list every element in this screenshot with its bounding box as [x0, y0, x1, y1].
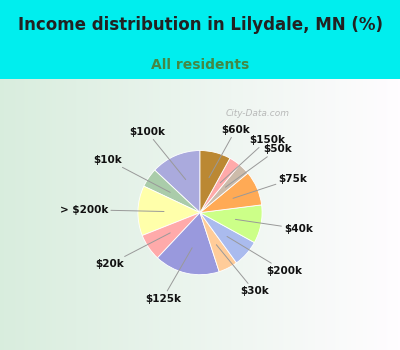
Text: City-Data.com: City-Data.com [225, 109, 289, 118]
Wedge shape [144, 170, 200, 212]
Wedge shape [200, 150, 230, 212]
Text: $50k: $50k [226, 144, 292, 187]
Wedge shape [200, 158, 240, 212]
Text: $30k: $30k [216, 245, 269, 296]
Wedge shape [200, 173, 262, 212]
Text: $10k: $10k [93, 155, 170, 192]
Wedge shape [200, 205, 262, 243]
Text: $100k: $100k [129, 127, 186, 180]
Wedge shape [155, 150, 200, 212]
Text: > $200k: > $200k [60, 205, 164, 215]
Text: $150k: $150k [220, 135, 286, 183]
Text: $40k: $40k [235, 219, 313, 234]
Text: All residents: All residents [151, 57, 249, 72]
Wedge shape [158, 212, 219, 275]
Text: Income distribution in Lilydale, MN (%): Income distribution in Lilydale, MN (%) [18, 16, 382, 34]
Text: $200k: $200k [227, 237, 302, 276]
Text: $75k: $75k [233, 174, 308, 198]
Wedge shape [200, 212, 254, 263]
Text: $60k: $60k [209, 125, 250, 178]
Wedge shape [142, 212, 200, 258]
Wedge shape [138, 186, 200, 236]
Wedge shape [200, 212, 236, 272]
Wedge shape [200, 165, 248, 212]
Text: $20k: $20k [95, 233, 170, 269]
Text: $125k: $125k [145, 248, 192, 304]
